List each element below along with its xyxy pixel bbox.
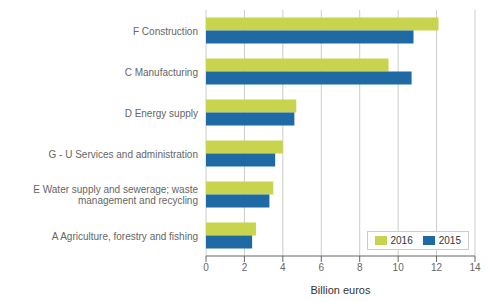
svg-text:Billion euros: Billion euros xyxy=(311,284,371,296)
html-text:2016: 2016 xyxy=(390,235,413,246)
svg-text:2: 2 xyxy=(242,262,248,273)
svg-text:G - U Services and administrat: G - U Services and administration xyxy=(48,148,198,159)
svg-text:A Agriculture, forestry and fi: A Agriculture, forestry and fishing xyxy=(52,230,198,241)
svg-text:D Energy supply: D Energy supply xyxy=(125,107,198,118)
svg-text:F Construction: F Construction xyxy=(133,25,198,36)
svg-text:8: 8 xyxy=(357,262,363,273)
svg-text:12: 12 xyxy=(431,262,443,273)
svg-text:6: 6 xyxy=(319,262,325,273)
html-text:2015: 2015 xyxy=(438,235,461,246)
svg-text:4: 4 xyxy=(280,262,286,273)
svg-text:C Manufacturing: C Manufacturing xyxy=(125,66,198,77)
svg-text:10: 10 xyxy=(393,262,405,273)
svg-text:E Water supply and sewerage; w: E Water supply and sewerage; wastemanage… xyxy=(33,184,198,206)
svg-text:0: 0 xyxy=(203,262,209,273)
svg-text:14: 14 xyxy=(469,262,481,273)
